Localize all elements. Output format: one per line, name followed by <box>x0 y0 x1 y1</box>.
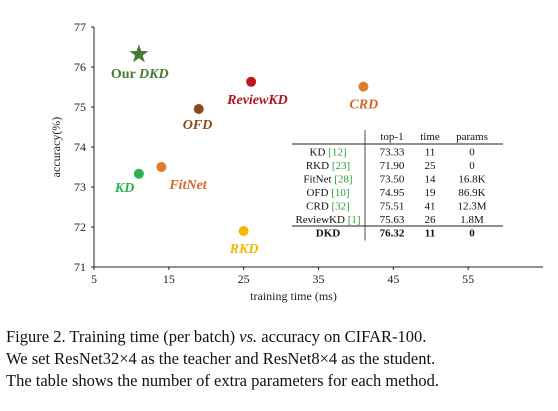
our-dkd-label: Our DKD <box>111 67 169 82</box>
x-tick-label: 25 <box>238 272 250 286</box>
fitnet-label: FitNet <box>168 178 207 193</box>
table-method: OFD [10] <box>306 187 349 199</box>
y-tick-label: 76 <box>74 60 86 74</box>
rkd-label: RKD <box>229 242 259 257</box>
reviewkd-marker <box>246 76 257 87</box>
reviewkd-label: ReviewKD <box>226 93 288 108</box>
table-cell: 12.3M <box>457 201 486 213</box>
table-method: CRD [32] <box>306 201 350 213</box>
ofd-label: OFD <box>183 118 213 133</box>
x-tick-label: 5 <box>91 272 97 286</box>
table-cell: 71.90 <box>380 160 405 172</box>
table-cell: 76.32 <box>380 228 405 240</box>
x-tick-label: 55 <box>462 272 474 286</box>
table-header: time <box>420 131 440 143</box>
table-cell: 75.63 <box>380 214 405 226</box>
table-cell: 19 <box>425 187 437 199</box>
table-cell: 26 <box>425 214 437 226</box>
table-cell: 11 <box>425 147 436 159</box>
table-cell: 0 <box>469 147 475 159</box>
y-tick-label: 77 <box>74 20 86 34</box>
y-tick-label: 73 <box>74 180 86 194</box>
caption-line-1: Figure 2. Training time (per batch) vs. … <box>6 327 427 346</box>
table-cell: 1.8M <box>460 214 484 226</box>
table-header: params <box>456 131 488 143</box>
kd-label: KD <box>114 181 134 196</box>
crd-marker <box>358 81 369 92</box>
scatter-chart: 5 15 25 35 45 55 71 72 73 74 75 76 77 training time (… <box>49 20 543 303</box>
table-cell: 74.95 <box>380 187 405 199</box>
table-cell: 75.51 <box>380 201 405 213</box>
y-axis-label: accuracy(%) <box>49 117 63 178</box>
results-table: top-1 time params KD [12] 73.33 11 0 RKD [23] 71… <box>292 130 503 241</box>
x-tick-label: 45 <box>387 272 399 286</box>
table-cell: 11 <box>425 228 435 240</box>
table-method: DKD <box>316 228 341 240</box>
scatter-figure: 5 15 25 35 45 55 71 72 73 74 75 76 77 training time (… <box>49 20 543 303</box>
table-method: ReviewKD [1] <box>295 214 360 226</box>
x-axis-label: training time (ms) <box>250 289 337 303</box>
x-tick-label: 35 <box>313 272 325 286</box>
table-cell: 41 <box>425 201 436 213</box>
ofd-marker <box>193 104 204 114</box>
y-tick-label: 72 <box>74 220 86 234</box>
table-cell: 16.8K <box>458 174 485 186</box>
caption-line-2: We set ResNet32×4 as the teacher and Res… <box>6 349 436 368</box>
table-method: FitNet [28] <box>303 174 352 186</box>
our-dkd-marker <box>129 44 149 63</box>
fitnet-marker <box>156 162 167 172</box>
table-cell: 0 <box>469 160 475 172</box>
table-cell: 14 <box>425 174 437 186</box>
table-method: RKD [23] <box>306 160 350 172</box>
table-cell: 73.33 <box>380 147 405 159</box>
table-cell: 0 <box>469 228 475 240</box>
rkd-marker <box>238 226 249 236</box>
y-tick-label: 74 <box>74 140 86 154</box>
table-cell: 86.9K <box>458 187 485 199</box>
figure-caption: Figure 2. Training time (per batch) vs. … <box>6 326 554 392</box>
crd-label: CRD <box>349 98 378 113</box>
caption-line-3: The table shows the number of extra para… <box>6 371 439 390</box>
data-points: KD FitNet OFD ReviewKD CRD RKD Our DKD <box>111 44 378 257</box>
table-cell: 73.50 <box>380 174 405 186</box>
y-tick-label: 71 <box>74 260 86 274</box>
table-method: KD [12] <box>310 147 347 159</box>
x-tick-label: 15 <box>163 272 175 286</box>
axes: 5 15 25 35 45 55 71 72 73 74 75 76 77 training time (… <box>49 20 543 303</box>
kd-marker <box>133 168 144 179</box>
y-tick-label: 75 <box>74 100 86 114</box>
table-header: top-1 <box>380 131 403 143</box>
table-cell: 25 <box>425 160 437 172</box>
